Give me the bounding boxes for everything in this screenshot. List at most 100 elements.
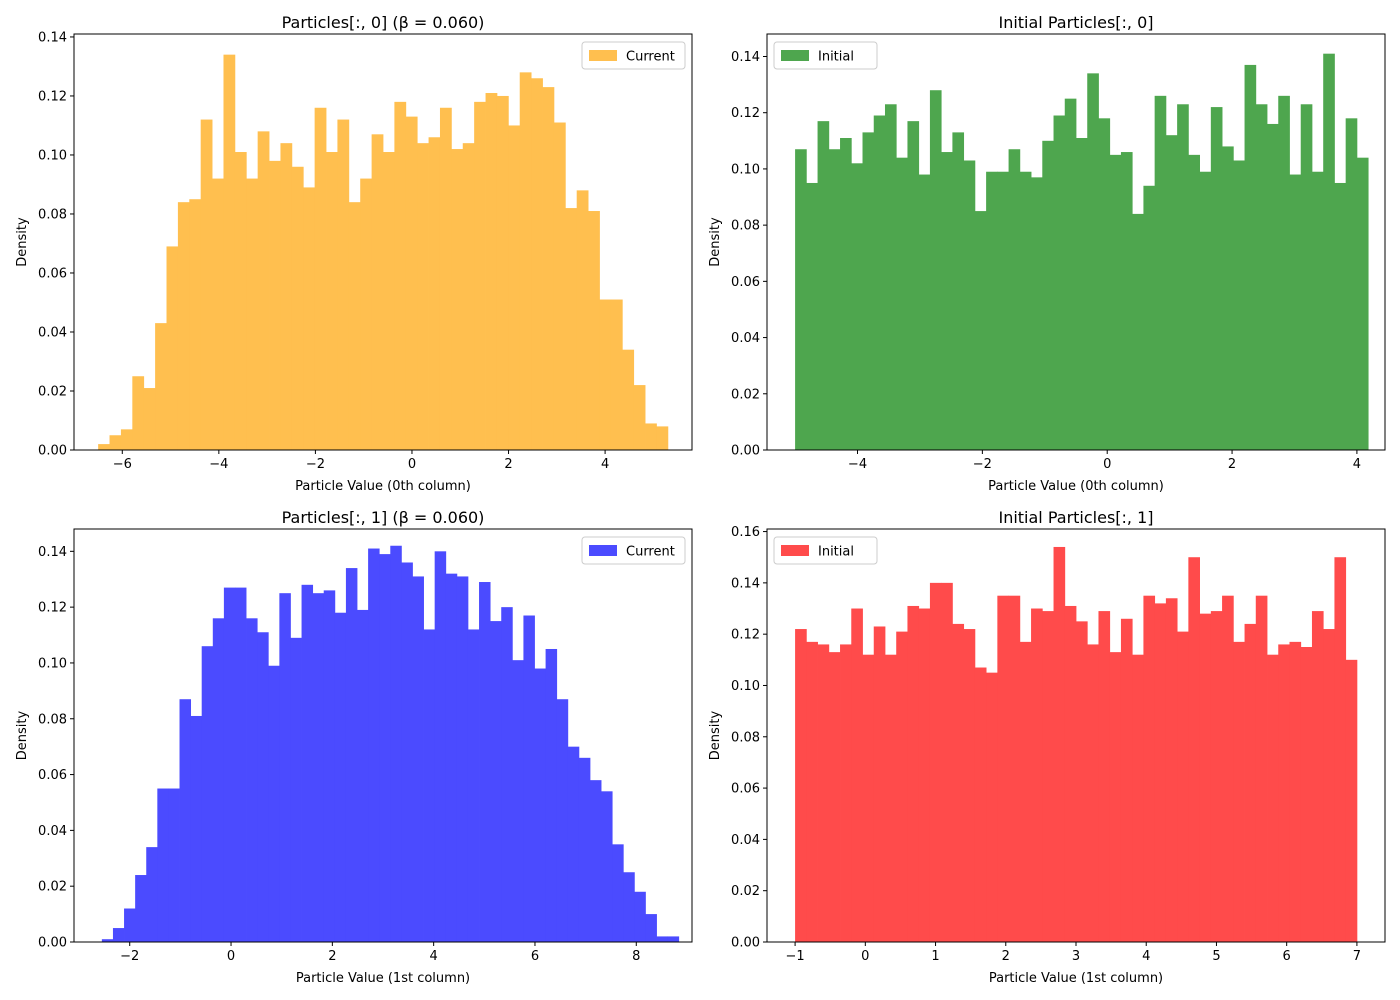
y-axis-label: Density [708, 217, 723, 267]
histogram-bar [1255, 595, 1268, 942]
legend-box [581, 536, 686, 565]
chart-panel-initial-particles-col1: Initial Particles[:, 1] Particle Value (… [708, 508, 1386, 986]
histogram-bar [622, 349, 635, 450]
histogram-bar [234, 587, 247, 942]
histogram-bar [291, 166, 304, 450]
histogram-bar [817, 644, 830, 942]
histogram-bar [1143, 595, 1156, 942]
histogram-bar [348, 202, 361, 450]
x-axis-label: Particle Value (1st column) [989, 971, 1163, 986]
y-tick-label: 0.10 [731, 162, 760, 177]
y-tick-label: 0.02 [38, 384, 67, 399]
histogram-bar [1109, 652, 1122, 942]
legend-label: Initial [818, 545, 854, 560]
histogram-bar [479, 582, 491, 942]
legend-label: Initial [818, 50, 854, 65]
histogram-bar [357, 609, 369, 942]
histogram-bar [428, 137, 441, 450]
y-tick-label: 0.14 [38, 30, 67, 45]
histogram-bar [390, 545, 402, 942]
histogram-bar [200, 119, 213, 450]
histogram-bar [1289, 641, 1302, 942]
histogram-bar [873, 115, 886, 450]
histogram-bar [531, 78, 543, 450]
legend-swatch [781, 50, 809, 61]
histogram-bar [323, 590, 336, 942]
axes-frame [73, 33, 693, 451]
histogram-bar [474, 101, 486, 451]
histogram-bar [1143, 185, 1156, 450]
histogram-bar [412, 576, 424, 942]
y-tick-label: 0.06 [38, 266, 67, 281]
histogram-bar [257, 131, 270, 451]
histogram-bar [817, 121, 830, 450]
x-tick-label: 7 [1353, 949, 1361, 964]
histogram-bar [828, 652, 841, 942]
histogram-bar [929, 90, 942, 450]
histogram-bar [862, 654, 875, 942]
histogram-bar [656, 936, 669, 942]
y-tick-label: 0.12 [38, 601, 67, 616]
histogram-bar [371, 134, 384, 450]
histogram-bar [98, 444, 110, 450]
histogram-bar [1008, 149, 1021, 451]
y-tick-label: 0.08 [38, 712, 67, 727]
histogram-bar [1053, 115, 1066, 450]
y-tick-label: 0.02 [38, 880, 67, 895]
histogram-bar [1210, 107, 1223, 450]
histogram-bar [1222, 146, 1234, 450]
histogram-bar [379, 554, 391, 942]
histogram-bar [963, 629, 976, 942]
y-tick-label: 0.02 [731, 387, 760, 402]
histogram-bar [542, 87, 555, 451]
y-tick-label: 0.06 [731, 275, 760, 290]
y-tick-label: 0.08 [38, 207, 67, 222]
x-tick-label: 0 [1103, 457, 1111, 472]
histogram-bar [952, 623, 965, 942]
histogram-bar [223, 54, 236, 451]
histogram-bar [1345, 118, 1358, 450]
histogram-bar [345, 568, 358, 942]
histogram-bar [1300, 104, 1313, 451]
x-tick-label: 4 [601, 457, 609, 472]
histogram-bar [1334, 557, 1347, 942]
histogram-bar [334, 612, 347, 942]
histogram-bar [519, 72, 532, 450]
histogram-bar [368, 548, 380, 942]
histogram-bar [941, 152, 953, 451]
histogram-bar [806, 641, 818, 942]
histogram-bar [1244, 623, 1257, 942]
histogram-bar [1120, 152, 1133, 451]
histogram-bar [280, 143, 293, 450]
histogram-bar [120, 429, 133, 450]
histogram-bar [146, 847, 158, 942]
histogram-bar [326, 152, 338, 450]
histogram-bar [601, 791, 613, 942]
y-axis-label: Density [708, 710, 723, 760]
y-tick-label: 0.14 [731, 50, 760, 65]
histogram-bar [177, 202, 190, 450]
histogram-bar [1064, 98, 1077, 451]
histogram-bar [189, 199, 202, 450]
x-tick-label: 6 [1283, 949, 1291, 964]
histogram-bar [1098, 118, 1111, 450]
legend-box [581, 41, 686, 70]
histogram-bar [246, 178, 259, 450]
x-axis-label: Particle Value (1st column) [296, 971, 470, 986]
x-axis-label: Particle Value (0th column) [988, 479, 1164, 494]
y-tick-label: 0.06 [38, 768, 67, 783]
histogram-bar [508, 125, 521, 451]
histogram-bar [884, 654, 897, 942]
histogram-bar [383, 152, 395, 450]
histogram-bar [1076, 138, 1088, 450]
x-tick-label: 4 [1353, 457, 1361, 472]
axes-frame [73, 528, 693, 943]
histogram-bar [656, 426, 669, 450]
histogram-bar [1222, 595, 1234, 942]
histogram-bar [1120, 618, 1133, 942]
histogram-bar [1300, 647, 1313, 942]
x-axis-label: Particle Value (0th column) [295, 479, 471, 494]
legend-label: Current [626, 50, 675, 65]
chart-title: Particles[:, 1] (β = 0.060) [282, 508, 485, 527]
